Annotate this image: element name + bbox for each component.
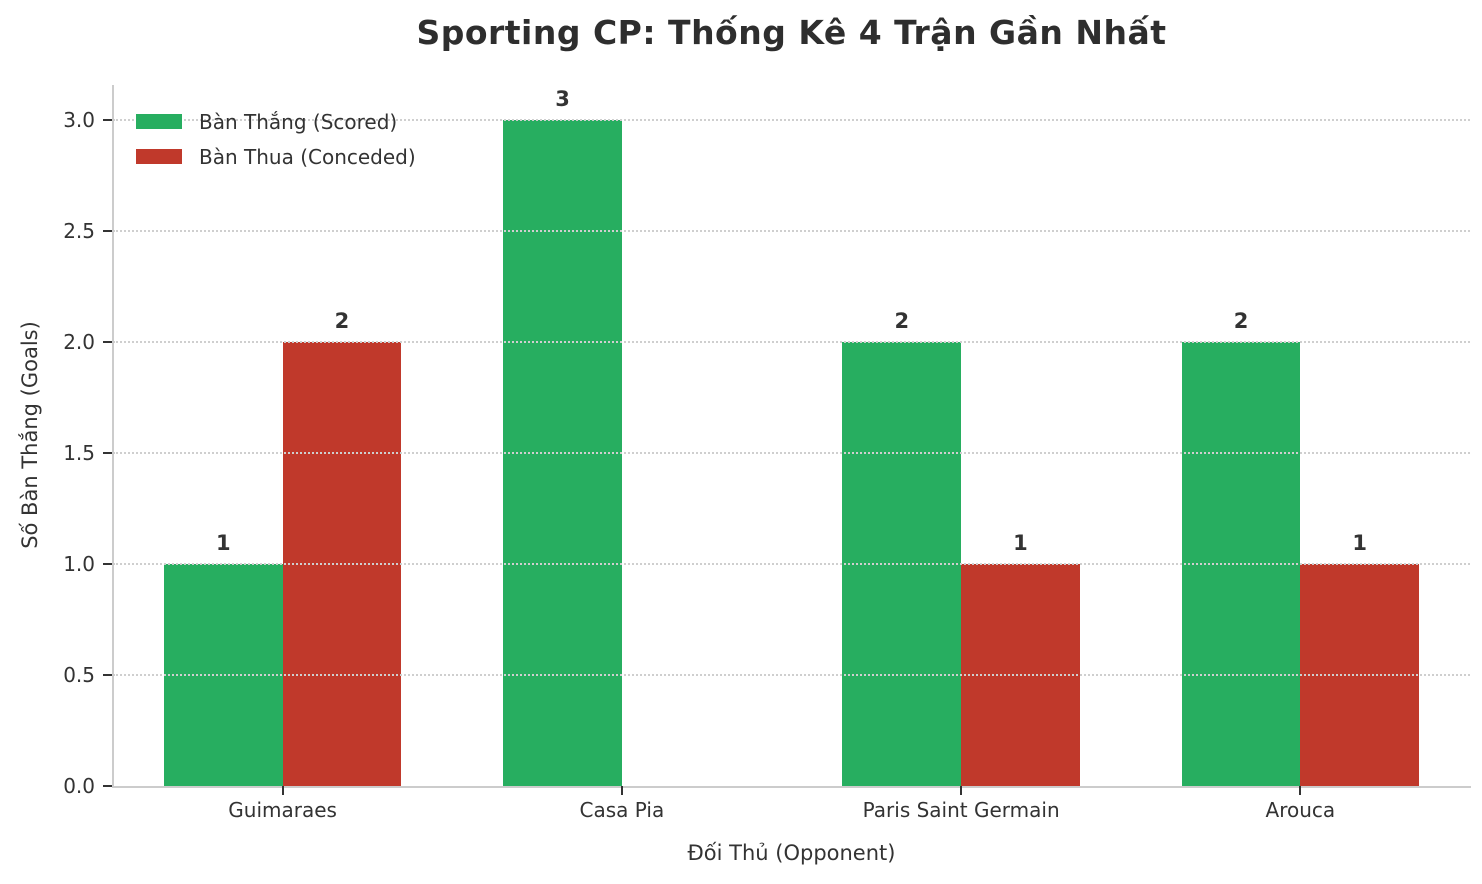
y-tick-mark: [103, 673, 112, 676]
y-tick-label: 1.5: [63, 440, 95, 465]
y-tick-label: 3.0: [63, 107, 95, 132]
gridline: [113, 451, 1470, 454]
legend-label-conceded: Bàn Thua (Conceded): [199, 144, 416, 169]
x-tick-mark: [281, 786, 284, 795]
gridline: [113, 229, 1470, 232]
y-tick-label: 1.0: [63, 551, 95, 576]
x-axis-spine: [112, 786, 1471, 788]
bar-value-label: 1: [1013, 530, 1028, 555]
x-axis-label: Đối Thủ (Opponent): [687, 841, 896, 865]
x-tick-mark: [960, 786, 963, 795]
x-tick-mark: [1299, 786, 1302, 795]
legend-swatch-scored: [136, 114, 182, 129]
legend-swatch-conceded: [136, 149, 182, 164]
y-tick-mark: [103, 229, 112, 232]
x-tick-label: Arouca: [1265, 798, 1336, 822]
chart-title: Sporting CP: Thống Kê 4 Trận Gần Nhất: [416, 13, 1167, 52]
y-axis-label: Số Bàn Thắng (Goals): [18, 321, 42, 549]
y-tick-mark: [103, 562, 112, 565]
bar-value-label: 1: [215, 530, 231, 555]
y-tick-label: 0.0: [63, 774, 95, 798]
gridline: [113, 340, 1470, 343]
legend-label-scored: Bàn Thắng (Scored): [199, 109, 398, 134]
legend-item-scored: Bàn Thắng (Scored): [136, 104, 416, 139]
legend-item-conceded: Bàn Thua (Conceded): [136, 139, 416, 174]
bar-value-label: 2: [334, 308, 350, 333]
y-tick-label: 2.5: [63, 218, 95, 243]
y-tick-mark: [103, 340, 112, 343]
bar-value-label: 3: [555, 86, 570, 111]
bar-value-label: 1: [1352, 530, 1368, 555]
y-tick-label: 2.0: [63, 329, 95, 354]
legend: Bàn Thắng (Scored) Bàn Thua (Conceded): [136, 104, 416, 174]
x-tick-label: Guimaraes: [228, 798, 337, 822]
x-tick-mark: [620, 786, 623, 795]
y-tick-mark: [103, 451, 112, 454]
gridline: [113, 673, 1470, 676]
gridline: [113, 118, 1470, 121]
y-axis-spine: [112, 85, 114, 788]
bar-value-label: 2: [894, 308, 910, 333]
x-tick-label: Paris Saint Germain: [862, 798, 1060, 822]
y-tick-mark: [103, 118, 112, 121]
x-tick-label: Casa Pia: [579, 798, 665, 822]
bar-value-label: 2: [1233, 308, 1249, 333]
gridline: [113, 562, 1470, 565]
y-tick-mark: [103, 785, 112, 787]
y-tick-label: 0.5: [63, 662, 95, 687]
